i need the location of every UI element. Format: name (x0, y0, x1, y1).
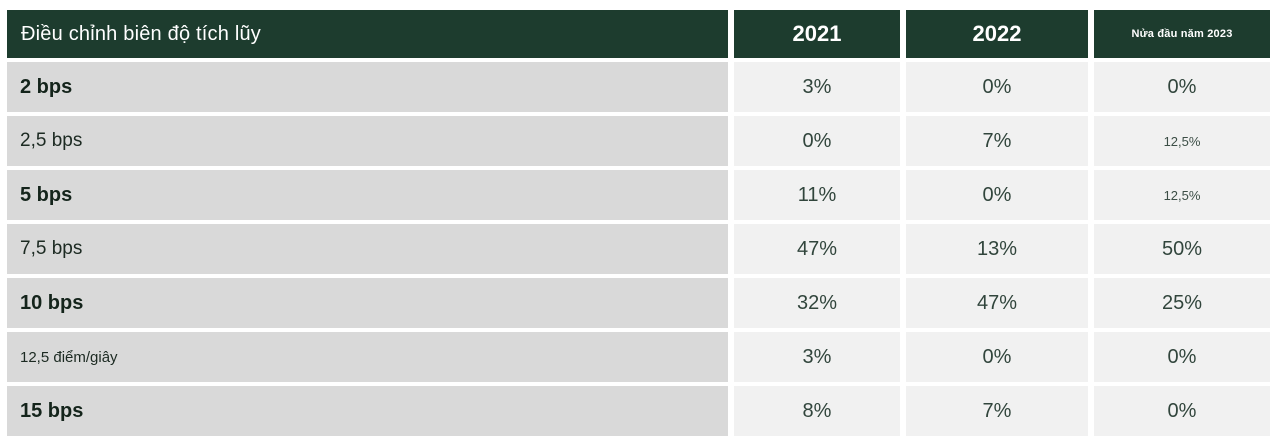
row-label-7-5-bps: 7,5 bps (7, 224, 728, 274)
row-label-10-bps: 10 bps (7, 278, 728, 328)
value-15-bps-2022: 7% (906, 386, 1088, 436)
value-2-5-bps-2021: 0% (734, 116, 900, 166)
table-title: Điều chỉnh biên độ tích lũy (21, 22, 261, 45)
value-2-bps-2023: 0% (1094, 62, 1270, 112)
header-2022-cell: 2022 (906, 10, 1088, 58)
header-2021-cell: 2021 (734, 10, 900, 58)
value-5-bps-2023: 12,5% (1094, 170, 1270, 220)
value-12-5-2022: 0% (906, 332, 1088, 382)
value-10-bps-2022: 47% (906, 278, 1088, 328)
value-5-bps-2022: 0% (906, 170, 1088, 220)
row-label-15-bps: 15 bps (7, 386, 728, 436)
value-2-5-bps-2023: 12,5% (1094, 116, 1270, 166)
header-2022-label: 2022 (972, 21, 1022, 46)
row-label-2-5-bps: 2,5 bps (7, 116, 728, 166)
header-h1-2023-label: Nửa đầu năm 2023 (1131, 28, 1233, 40)
row-label-5-bps: 5 bps (7, 170, 728, 220)
row-label-12-5-diem-giay: 12,5 điểm/giây (7, 332, 728, 382)
header-2021-label: 2021 (792, 21, 842, 46)
value-2-5-bps-2022: 7% (906, 116, 1088, 166)
value-10-bps-2021: 32% (734, 278, 900, 328)
value-12-5-2023: 0% (1094, 332, 1270, 382)
value-2-bps-2022: 0% (906, 62, 1088, 112)
value-7-5-bps-2023: 50% (1094, 224, 1270, 274)
value-7-5-bps-2021: 47% (734, 224, 900, 274)
value-2-bps-2021: 3% (734, 62, 900, 112)
value-5-bps-2021: 11% (734, 170, 900, 220)
value-10-bps-2023: 25% (1094, 278, 1270, 328)
data-table: Điều chỉnh biên độ tích lũy 2021 2022 Nử… (7, 10, 1270, 436)
value-7-5-bps-2022: 13% (906, 224, 1088, 274)
value-15-bps-2023: 0% (1094, 386, 1270, 436)
header-title-cell: Điều chỉnh biên độ tích lũy (7, 10, 728, 58)
value-12-5-2021: 3% (734, 332, 900, 382)
header-h1-2023-cell: Nửa đầu năm 2023 (1094, 10, 1270, 58)
value-15-bps-2021: 8% (734, 386, 900, 436)
row-label-2-bps: 2 bps (7, 62, 728, 112)
